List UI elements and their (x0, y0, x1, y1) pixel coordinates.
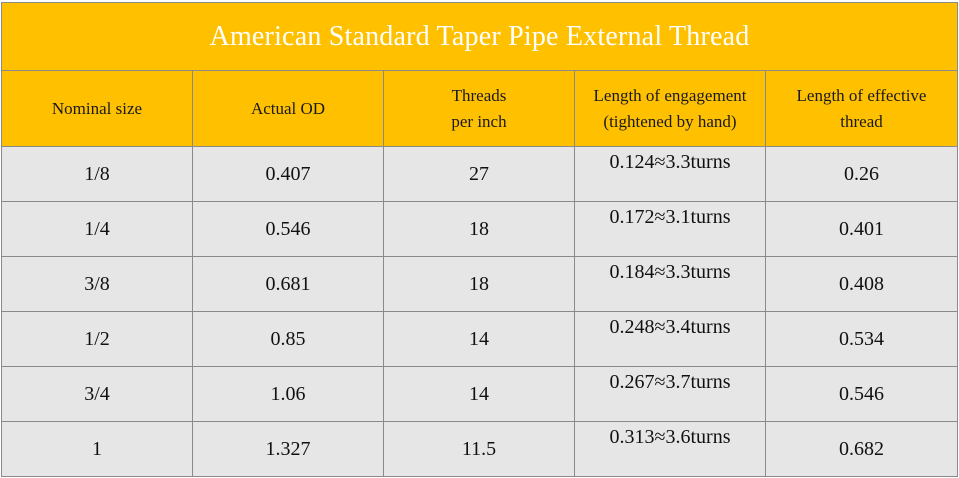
table-row: 3/8 0.681 18 0.184≈3.3turns 0.408 (1, 256, 959, 312)
header-length-of-effective-thread: Length of effective thread (764, 70, 959, 147)
cell-effective-thread: 0.546 (764, 366, 959, 422)
cell-nominal-size: 1 (1, 421, 193, 477)
header-actual-od-line-1: Actual OD (250, 98, 326, 118)
table-row: 3/4 1.06 14 0.267≈3.7turns 0.546 (1, 366, 959, 422)
header-length-of-engagement-line-2: (tightened by hand) (603, 111, 737, 131)
cell-actual-od: 1.327 (192, 421, 384, 477)
cell-length-of-engagement: 0.124≈3.3turns (574, 146, 766, 202)
table-row: 1/8 0.407 27 0.124≈3.3turns 0.26 (1, 146, 959, 202)
cell-actual-od: 0.546 (192, 201, 384, 257)
cell-length-of-engagement: 0.248≈3.4turns (574, 311, 766, 367)
cell-actual-od: 0.407 (192, 146, 384, 202)
table-title: American Standard Taper Pipe External Th… (0, 2, 959, 71)
cell-effective-thread: 0.534 (764, 311, 959, 367)
header-nominal-size: Nominal size (1, 70, 193, 147)
cell-threads-per-inch: 18 (383, 201, 575, 257)
cell-actual-od: 0.681 (192, 256, 384, 312)
cell-threads-per-inch: 27 (383, 146, 575, 202)
cell-nominal-size: 1/4 (1, 201, 193, 257)
header-row: Nominal size Actual OD Threads per inch … (1, 70, 959, 147)
table-row: 1 1.327 11.5 0.313≈3.6turns 0.682 (1, 421, 959, 477)
cell-length-of-engagement: 0.184≈3.3turns (574, 256, 766, 312)
header-nominal-size-line-1: Nominal size (51, 98, 143, 118)
cell-threads-per-inch: 14 (383, 311, 575, 367)
header-threads-per-inch-line-1: Threads (451, 85, 507, 105)
cell-actual-od: 0.85 (192, 311, 384, 367)
cell-nominal-size: 1/2 (1, 311, 193, 367)
header-threads-per-inch-line-2: per inch (451, 111, 507, 131)
header-threads-per-inch: Threads per inch (383, 70, 575, 147)
cell-threads-per-inch: 11.5 (383, 421, 575, 477)
cell-nominal-size: 1/8 (1, 146, 193, 202)
header-length-of-effective-thread-line-2: thread (840, 111, 883, 131)
cell-length-of-engagement: 0.172≈3.1turns (574, 201, 766, 257)
cell-effective-thread: 0.682 (764, 421, 959, 477)
cell-effective-thread: 0.408 (764, 256, 959, 312)
cell-length-of-engagement: 0.267≈3.7turns (574, 366, 766, 422)
header-length-of-effective-thread-line-1: Length of effective (796, 85, 927, 105)
cell-actual-od: 1.06 (192, 366, 384, 422)
title-row: American Standard Taper Pipe External Th… (0, 2, 959, 71)
cell-threads-per-inch: 14 (383, 366, 575, 422)
cell-nominal-size: 3/4 (1, 366, 193, 422)
header-actual-od: Actual OD (192, 70, 384, 147)
cell-threads-per-inch: 18 (383, 256, 575, 312)
cell-effective-thread: 0.26 (764, 146, 959, 202)
header-length-of-engagement: Length of engagement (tightened by hand) (574, 70, 766, 147)
cell-nominal-size: 3/8 (1, 256, 193, 312)
table-row: 1/4 0.546 18 0.172≈3.1turns 0.401 (1, 201, 959, 257)
cell-effective-thread: 0.401 (764, 201, 959, 257)
header-length-of-engagement-line-1: Length of engagement (593, 85, 747, 105)
cell-length-of-engagement: 0.313≈3.6turns (574, 421, 766, 477)
table-row: 1/2 0.85 14 0.248≈3.4turns 0.534 (1, 311, 959, 367)
